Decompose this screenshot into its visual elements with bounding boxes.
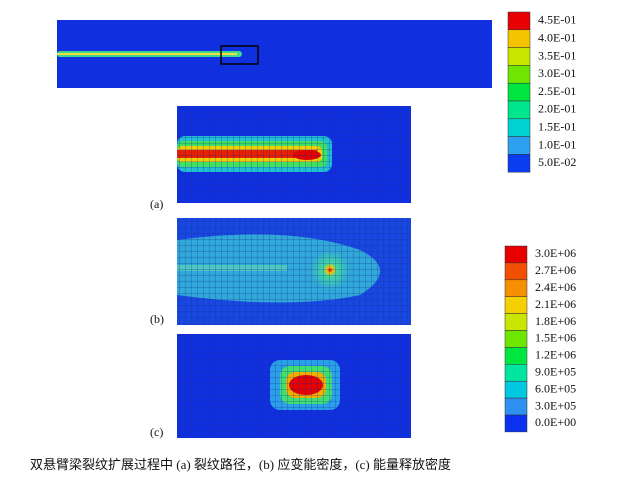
color-swatch: [507, 154, 531, 173]
legend-label: 6.0E+05: [535, 381, 576, 395]
legend-label: 1.5E+06: [535, 331, 576, 345]
color-swatch: [507, 47, 531, 66]
colorbar-top: 4.5E-01 4.0E-01 3.5E-01 3.0E-01 2.5E-01 2.0E-…: [507, 11, 576, 173]
color-swatch: [504, 347, 528, 365]
legend-label: 3.0E+05: [535, 398, 576, 412]
legend-label: 5.0E-02: [538, 155, 576, 169]
panel-a: [177, 106, 411, 203]
legend-label: 4.5E-01: [538, 13, 576, 27]
panel-b: [177, 218, 411, 325]
legend-label: 9.0E+05: [535, 365, 576, 379]
color-swatch: [507, 65, 531, 84]
color-swatch: [507, 118, 531, 137]
color-swatch: [504, 313, 528, 331]
legend-label: 4.0E-01: [538, 30, 576, 44]
panel-c: [177, 334, 411, 438]
legend-label: 2.0E-01: [538, 102, 576, 116]
color-swatch: [504, 296, 528, 314]
color-swatch: [504, 380, 528, 399]
color-swatch: [504, 364, 528, 382]
legend-label: 3.0E+06: [535, 246, 576, 260]
legend-label: 0.0E+00: [535, 415, 576, 429]
color-swatch: [504, 279, 528, 297]
legend-label: 1.8E+06: [535, 314, 576, 328]
color-swatch: [507, 82, 531, 102]
color-swatch: [507, 136, 531, 155]
legend-label: 2.4E+06: [535, 280, 576, 294]
legend-label: 3.5E-01: [538, 48, 576, 62]
color-swatch: [504, 262, 528, 281]
color-swatch: [504, 397, 528, 416]
color-swatch: [504, 414, 528, 433]
color-swatch: [507, 29, 531, 48]
color-swatch: [504, 330, 528, 348]
legend-label: 2.1E+06: [535, 297, 576, 311]
caption: 双悬臂梁裂纹扩展过程中 (a) 裂纹路径，(b) 应变能密度，(c) 能量释放密…: [30, 457, 451, 472]
color-swatch: [504, 245, 528, 264]
overview-plot: [57, 20, 492, 88]
panel-label: (b): [150, 312, 164, 326]
panel-label: (c): [150, 425, 163, 439]
panel-label: (a): [150, 197, 163, 211]
colorbar-bottom: 3.0E+06 2.7E+06 2.4E+06 2.1E+06 1.8E+06 1.5E+…: [504, 245, 576, 433]
legend-label: 2.5E-01: [538, 84, 576, 98]
color-swatch: [507, 100, 531, 120]
color-swatch: [507, 11, 531, 31]
legend-label: 1.0E-01: [538, 137, 576, 151]
legend-label: 2.7E+06: [535, 263, 576, 277]
legend-label: 1.2E+06: [535, 348, 576, 362]
legend-label: 1.5E-01: [538, 119, 576, 133]
legend-label: 3.0E-01: [538, 66, 576, 80]
